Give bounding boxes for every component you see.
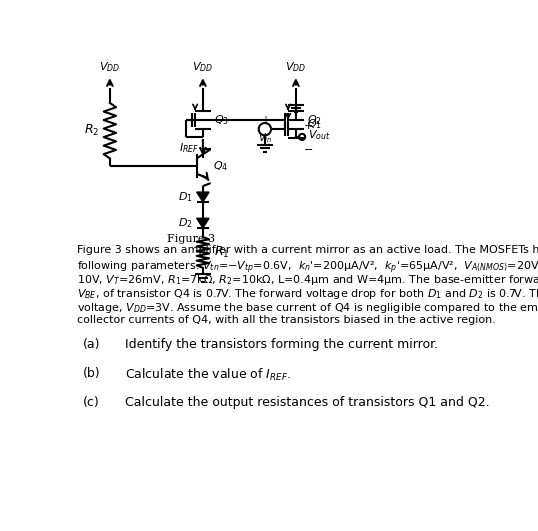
Text: (c): (c) — [83, 396, 100, 409]
Text: Identify the transistors forming the current mirror.: Identify the transistors forming the cur… — [125, 338, 438, 351]
Text: $-$: $-$ — [303, 143, 313, 153]
Text: $D_2$: $D_2$ — [178, 216, 193, 230]
Text: Calculate the value of $I_{REF}$.: Calculate the value of $I_{REF}$. — [125, 367, 292, 383]
Text: 10V, $V_T$=26mV, $R_1$=7kΩ, $R_2$=10kΩ, L=0.4μm and W=4μm. The base-emitter forw: 10V, $V_T$=26mV, $R_1$=7kΩ, $R_2$=10kΩ, … — [76, 273, 538, 287]
Text: $R_1$: $R_1$ — [214, 245, 229, 260]
Text: +: + — [303, 121, 313, 131]
Text: $V_{in}$: $V_{in}$ — [258, 131, 272, 144]
Text: $Q_3$: $Q_3$ — [214, 113, 229, 127]
Text: Figure 3 shows an amplifier with a current mirror as an active load. The MOSFETs: Figure 3 shows an amplifier with a curre… — [76, 245, 538, 255]
Text: $V_{DD}$: $V_{DD}$ — [192, 61, 214, 74]
Text: $V_{BE}$, of transistor Q4 is 0.7V. The forward voltage drop for both $D_1$ and : $V_{BE}$, of transistor Q4 is 0.7V. The … — [76, 287, 538, 301]
Text: Figure 3: Figure 3 — [167, 234, 215, 244]
Text: $Q_2$: $Q_2$ — [307, 113, 322, 127]
Text: following parameters: $V_{tn}$=$-$$V_{tp}$=0.6V,  $k_n$'=200μA/V²,  $k_p$'=65μA/: following parameters: $V_{tn}$=$-$$V_{tp… — [76, 259, 538, 276]
Text: $D_1$: $D_1$ — [178, 190, 193, 204]
Text: voltage, $V_{DD}$=3V. Assume the base current of Q4 is negligible compared to th: voltage, $V_{DD}$=3V. Assume the base cu… — [76, 301, 538, 315]
Text: $V_{out}$: $V_{out}$ — [308, 129, 331, 142]
Polygon shape — [197, 192, 209, 202]
Text: $Q_4$: $Q_4$ — [213, 159, 228, 173]
Text: +: + — [261, 115, 269, 125]
Polygon shape — [197, 218, 209, 228]
Text: (b): (b) — [83, 367, 101, 380]
Text: $Q_1$: $Q_1$ — [307, 118, 322, 132]
Text: (a): (a) — [83, 338, 100, 351]
Text: $R_2$: $R_2$ — [84, 123, 99, 138]
Text: Calculate the output resistances of transistors Q1 and Q2.: Calculate the output resistances of tran… — [125, 396, 490, 409]
Text: $I_{REF}$: $I_{REF}$ — [179, 141, 199, 155]
Text: collector currents of Q4, with all the transistors biased in the active region.: collector currents of Q4, with all the t… — [76, 315, 495, 325]
Text: $V_{DD}$: $V_{DD}$ — [285, 61, 307, 74]
Text: $V_{DD}$: $V_{DD}$ — [100, 61, 121, 74]
